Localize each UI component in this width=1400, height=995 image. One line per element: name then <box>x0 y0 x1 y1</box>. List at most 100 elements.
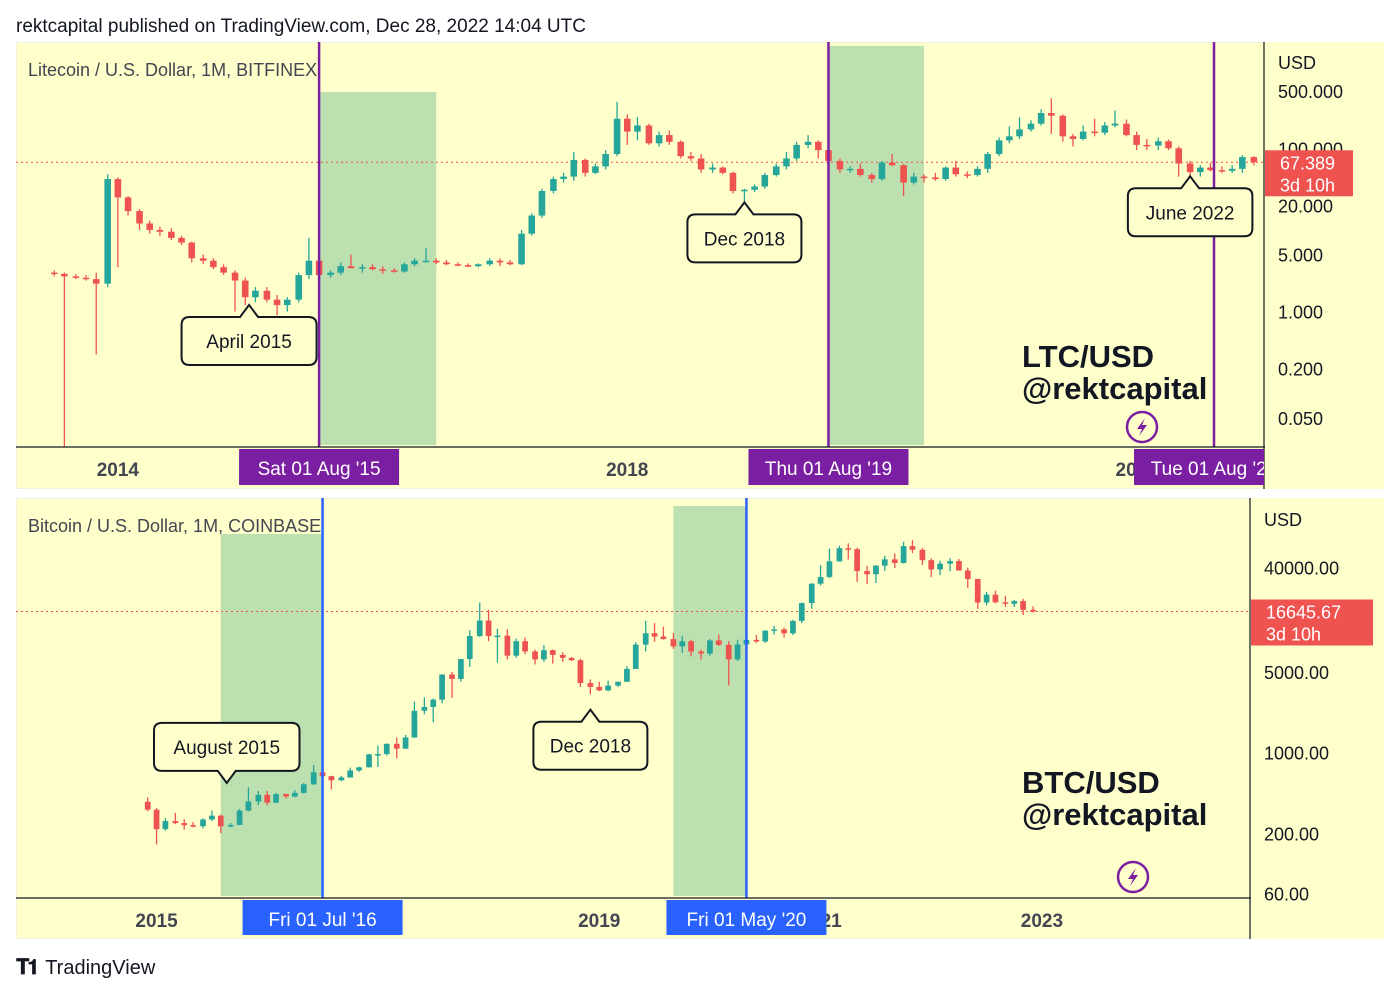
last-price-countdown: 3d 10h <box>1266 624 1321 644</box>
candle-body <box>1091 131 1098 134</box>
candle-body <box>868 175 876 180</box>
candle-body <box>518 233 525 265</box>
candle-body <box>199 258 207 261</box>
btc-chart-svg[interactable]: BTC/USD@rektcapital USD 40000.00 5000.00 100… <box>16 498 1384 939</box>
cycle-date-label-bg <box>239 449 400 485</box>
candle-body <box>729 172 737 191</box>
candle-body <box>549 650 556 655</box>
candle-body <box>836 160 844 170</box>
accumulation-zone <box>828 46 924 445</box>
candle-body <box>513 641 520 656</box>
tradingview-logo-icon[interactable]: 𝐓𝟏 <box>16 956 39 979</box>
chart-title: Bitcoin / U.S. Dollar, 1M, COINBASE <box>28 516 321 536</box>
y-tick-label: 1000.00 <box>1264 744 1329 764</box>
candle-body <box>347 770 354 778</box>
annotation-text: June 2022 <box>1146 203 1235 224</box>
candle-body <box>568 657 575 661</box>
cycle-date-label-bg <box>748 449 909 485</box>
y-tick-label: 0.200 <box>1278 360 1323 380</box>
annotation-callout[interactable]: Dec 2018 <box>532 708 649 771</box>
candle-body <box>227 824 234 827</box>
candle-body <box>190 825 196 827</box>
candle-body <box>136 211 143 224</box>
candle-body <box>634 125 641 132</box>
candle-body <box>956 561 962 571</box>
candle-body <box>263 290 271 300</box>
candle-body <box>581 159 589 173</box>
y-tick-label: 20.000 <box>1278 196 1333 216</box>
candle-body <box>857 168 864 176</box>
candle-body <box>741 189 748 192</box>
cycle-date-label-bg <box>242 900 403 935</box>
candle-body <box>209 815 215 820</box>
annotation-callout[interactable]: June 2022 <box>1126 174 1254 238</box>
accumulation-zone <box>220 534 323 896</box>
candle-body <box>402 737 409 749</box>
ltc-chart-panel[interactable]: LTC/USD @rektcapital USD 500.000 100.000 20.0… <box>16 42 1384 489</box>
candle-body <box>804 141 812 145</box>
annotation-callout[interactable]: August 2015 <box>152 721 301 785</box>
x-tick-label: 2014 <box>97 460 140 481</box>
candle-body <box>231 272 239 281</box>
candle-body <box>273 299 281 306</box>
candle-body <box>873 565 879 575</box>
candle-body <box>114 179 122 198</box>
candle-body <box>817 577 824 584</box>
candle-body <box>645 125 653 144</box>
candle-body <box>496 260 504 263</box>
candle-body <box>430 699 437 707</box>
y-tick-label: 200.00 <box>1264 824 1319 844</box>
candle-body <box>919 549 926 561</box>
candle-body <box>443 262 450 265</box>
btc-chart-panel[interactable]: BTC/USD @rektcapital USD 40000.00 5000.00 100… <box>16 498 1384 939</box>
footer-brand[interactable]: TradingView <box>45 956 156 979</box>
candle-body <box>679 641 686 647</box>
candle-body <box>793 144 800 159</box>
candle-body <box>379 269 387 271</box>
candle-body <box>337 266 345 273</box>
candle-body <box>719 167 727 173</box>
watermark-pair: LTC/USD <box>1022 339 1154 374</box>
annotation-callout[interactable]: Dec 2018 <box>686 200 803 264</box>
candle-body <box>144 801 151 810</box>
candle-body <box>798 603 805 621</box>
candle-body <box>1048 113 1055 116</box>
candle-body <box>124 197 132 212</box>
candle-body <box>541 650 547 660</box>
candle-body <box>878 162 886 180</box>
y-tick-label: 1.000 <box>1278 303 1323 323</box>
candle-body <box>305 260 313 276</box>
annotation-bubble <box>180 303 318 366</box>
candle-body <box>1079 131 1087 139</box>
candle-body <box>888 162 896 166</box>
candle-body <box>928 560 935 570</box>
y-axis-background <box>1251 498 1384 939</box>
candle-body <box>1186 163 1194 173</box>
cycle-date-label: Fri 01 Jul '16 <box>242 900 403 935</box>
candle-body <box>992 594 999 603</box>
candle-body <box>687 156 695 159</box>
candle-body <box>559 654 566 658</box>
candle-body <box>454 264 462 266</box>
candle-body <box>881 559 888 566</box>
lightning-bolt-icon <box>1137 418 1147 436</box>
candle-body <box>369 267 376 270</box>
candle-body <box>1165 141 1172 149</box>
candle-body <box>781 629 787 634</box>
annotation-callout[interactable]: April 2015 <box>180 303 318 366</box>
candle-body <box>734 644 741 660</box>
candle-body <box>146 223 154 230</box>
candle-body <box>1175 148 1182 164</box>
candle-body <box>1218 170 1226 172</box>
candle-body <box>504 635 511 656</box>
candle-body <box>952 167 960 175</box>
candle-body <box>220 267 227 273</box>
candle-body <box>698 651 704 654</box>
ltc-chart-svg[interactable]: LTC/USD@rektcapitalUSD500.000100.00020.0… <box>16 42 1384 489</box>
candle-body <box>623 118 631 132</box>
candle-body <box>963 174 971 176</box>
footer: 𝐓𝟏 TradingView <box>16 956 155 980</box>
candle-body <box>178 237 185 243</box>
candle-body <box>651 633 658 637</box>
last-price-tag <box>1251 599 1373 646</box>
